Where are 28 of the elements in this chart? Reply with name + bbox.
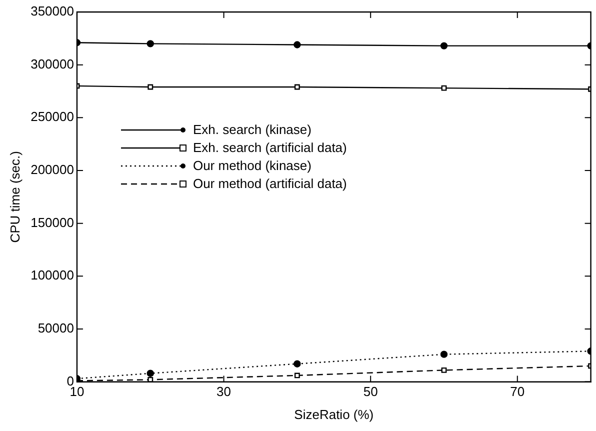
y-tick-label: 350000: [30, 4, 74, 19]
point: [146, 40, 154, 48]
point: [294, 360, 301, 368]
y-tick-label: 0: [66, 373, 74, 388]
point: [440, 350, 448, 358]
x-axis-title: SizeRatio (%): [294, 406, 374, 422]
x-tick-label: 50: [363, 384, 378, 400]
point: [294, 372, 300, 378]
legend-label: Our method (artificial data): [192, 174, 347, 193]
y-axis-title: CPU time (sec.): [7, 151, 22, 243]
legend-label: Exh. search (artificial data): [192, 138, 347, 157]
legend-label: Our method (kinase): [192, 156, 312, 175]
y-tick-label: 250000: [30, 109, 74, 124]
y-tick-label: 300000: [30, 56, 74, 72]
legend-label: Exh. search (kinase): [192, 120, 312, 139]
x-tick-label: 70: [510, 384, 525, 400]
point: [294, 84, 300, 90]
y-tick-label: 150000: [30, 214, 74, 230]
y-tick-label: 200000: [30, 162, 74, 178]
point: [441, 85, 447, 91]
point: [440, 42, 448, 50]
y-tick-label: 100000: [30, 268, 74, 283]
y-tick-label: 50000: [38, 320, 74, 336]
point: [146, 370, 154, 377]
point: [294, 41, 301, 48]
x-tick-label: 30: [216, 384, 232, 400]
point: [148, 84, 154, 90]
point: [441, 367, 447, 373]
